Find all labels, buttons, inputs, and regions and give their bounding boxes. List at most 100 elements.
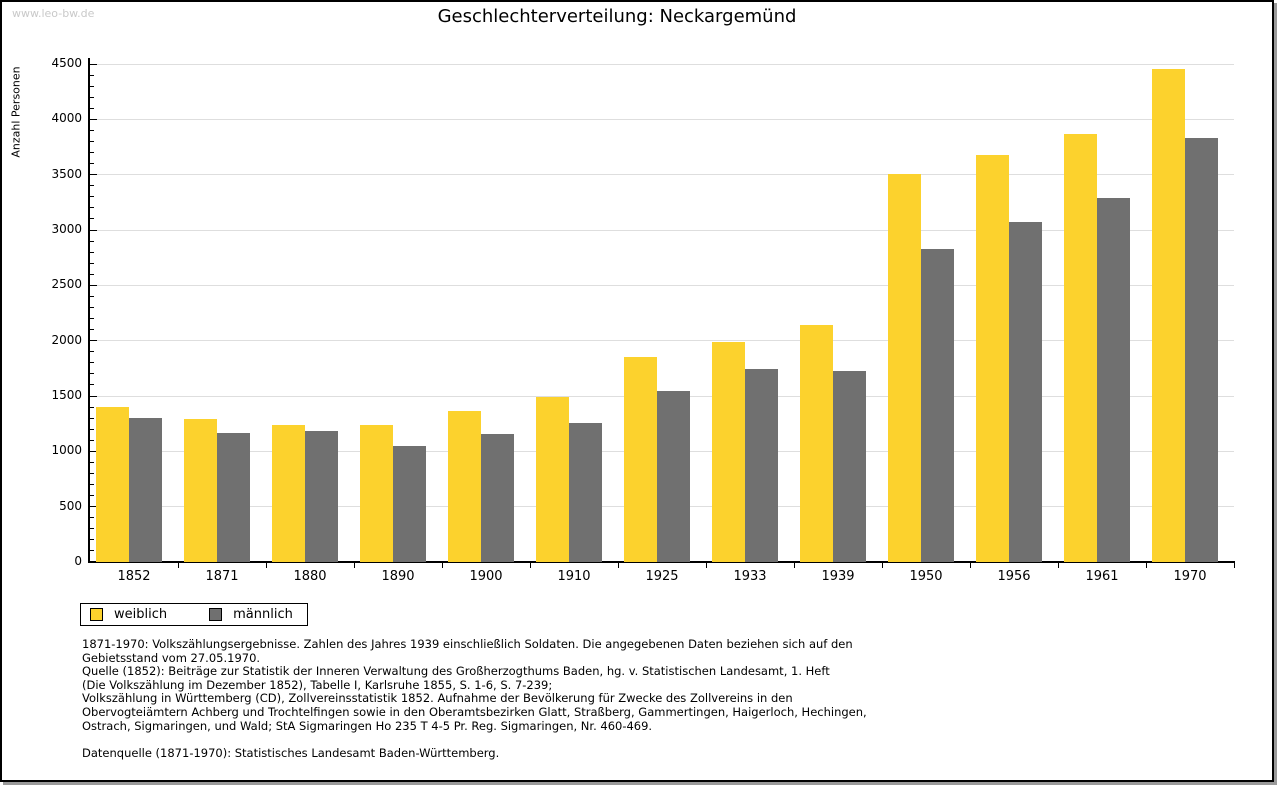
y-tick-label-3000: 3000 bbox=[51, 222, 82, 236]
bar-männlich-1961 bbox=[1097, 198, 1130, 562]
y-major-tick-3000 bbox=[90, 229, 97, 231]
footnote-line-7: Ostrach, Sigmaringen, und Wald; StA Sigm… bbox=[82, 718, 653, 733]
bar-weiblich-1950 bbox=[888, 173, 921, 562]
x-tick-label-1890: 1890 bbox=[381, 569, 415, 584]
x-tick-label-1956: 1956 bbox=[997, 569, 1031, 584]
bar-weiblich-1880 bbox=[272, 424, 305, 562]
bar-männlich-1880 bbox=[305, 430, 338, 562]
legend-swatch-weiblich bbox=[90, 608, 103, 621]
y-minor-tick-2700 bbox=[90, 262, 94, 264]
bar-männlich-1871 bbox=[217, 432, 250, 562]
y-minor-tick-600 bbox=[90, 495, 94, 497]
bar-weiblich-1900 bbox=[448, 410, 481, 562]
y-minor-tick-1300 bbox=[90, 417, 94, 419]
x-boundary-tick-7 bbox=[705, 563, 707, 568]
y-minor-tick-700 bbox=[90, 484, 94, 486]
footnote-line-2: Gebietsstand vom 27.05.1970. bbox=[82, 650, 261, 665]
bar-männlich-1950 bbox=[921, 249, 954, 562]
gridline-3500 bbox=[90, 174, 1234, 176]
x-boundary-tick-4 bbox=[441, 563, 443, 568]
x-tick-label-1871: 1871 bbox=[205, 569, 239, 584]
bar-weiblich-1852 bbox=[96, 407, 129, 562]
x-tick-label-1950: 1950 bbox=[909, 569, 943, 584]
bar-weiblich-1933 bbox=[712, 341, 745, 562]
x-boundary-tick-1 bbox=[177, 563, 179, 568]
y-minor-tick-3900 bbox=[90, 129, 94, 131]
y-minor-tick-2200 bbox=[90, 318, 94, 320]
x-boundary-tick-9 bbox=[881, 563, 883, 568]
y-major-tick-500 bbox=[90, 506, 97, 508]
gridline-4500 bbox=[90, 63, 1234, 65]
legend: weiblich männlich bbox=[80, 603, 308, 626]
x-axis-line bbox=[88, 561, 1235, 563]
y-minor-tick-1900 bbox=[90, 351, 94, 353]
bar-männlich-1956 bbox=[1009, 222, 1042, 562]
x-tick-label-1939: 1939 bbox=[821, 569, 855, 584]
y-minor-tick-2900 bbox=[90, 240, 94, 242]
y-minor-tick-1200 bbox=[90, 428, 94, 430]
y-major-tick-1000 bbox=[90, 450, 97, 452]
x-tick-label-1880: 1880 bbox=[293, 569, 327, 584]
y-minor-tick-2400 bbox=[90, 295, 94, 297]
y-minor-tick-1600 bbox=[90, 384, 94, 386]
y-major-tick-4000 bbox=[90, 118, 97, 120]
y-major-tick-4500 bbox=[90, 63, 97, 65]
y-tick-label-2500: 2500 bbox=[51, 277, 82, 292]
y-tick-label-500: 500 bbox=[59, 498, 82, 513]
bar-weiblich-1925 bbox=[624, 356, 657, 562]
x-tick-label-1961: 1961 bbox=[1085, 569, 1119, 584]
y-minor-tick-1400 bbox=[90, 406, 94, 408]
y-axis-label: Anzahl Personen bbox=[9, 66, 23, 158]
y-minor-tick-3700 bbox=[90, 152, 94, 154]
y-minor-tick-3300 bbox=[90, 196, 94, 198]
x-boundary-tick-12 bbox=[1145, 563, 1147, 568]
y-minor-tick-4100 bbox=[90, 107, 94, 109]
footnote-line-4: (Die Volkszählung im Dezember 1852), Tab… bbox=[82, 677, 553, 692]
x-boundary-tick-13 bbox=[1233, 563, 1235, 568]
y-tick-label-1500: 1500 bbox=[51, 388, 82, 402]
y-minor-tick-3800 bbox=[90, 140, 94, 142]
bar-weiblich-1871 bbox=[184, 418, 217, 562]
y-tick-label-2000: 2000 bbox=[51, 332, 82, 347]
y-minor-tick-2100 bbox=[90, 329, 94, 331]
y-minor-tick-2800 bbox=[90, 251, 94, 253]
x-tick-label-1933: 1933 bbox=[733, 569, 767, 584]
footnote-line-6: Obervogteiämtern Achberg und Trochtelfin… bbox=[82, 704, 867, 719]
y-minor-tick-400 bbox=[90, 517, 94, 519]
legend-swatch-männlich bbox=[209, 608, 223, 621]
bar-männlich-1910 bbox=[569, 423, 602, 562]
y-minor-tick-1700 bbox=[90, 373, 94, 375]
x-boundary-tick-5 bbox=[529, 563, 531, 568]
x-boundary-tick-2 bbox=[265, 563, 267, 568]
gridline-3000 bbox=[90, 229, 1234, 231]
y-tick-label-4000: 4000 bbox=[51, 111, 82, 126]
footnote-line-3: Quelle (1852): Beiträge zur Statistik de… bbox=[82, 664, 830, 679]
bar-männlich-1925 bbox=[657, 391, 690, 562]
watermark: www.leo-bw.de bbox=[12, 7, 95, 20]
y-minor-tick-1100 bbox=[90, 439, 94, 441]
y-tick-label-0: 0 bbox=[74, 554, 82, 568]
y-minor-tick-2300 bbox=[90, 306, 94, 308]
y-minor-tick-300 bbox=[90, 528, 94, 530]
y-major-tick-2500 bbox=[90, 284, 97, 286]
y-minor-tick-100 bbox=[90, 550, 94, 552]
bar-weiblich-1970 bbox=[1152, 68, 1185, 562]
legend-item-männlich: männlich bbox=[209, 607, 293, 622]
legend-label-weiblich: weiblich bbox=[114, 607, 168, 622]
bar-männlich-1933 bbox=[745, 369, 778, 562]
x-boundary-tick-11 bbox=[1057, 563, 1059, 568]
x-tick-label-1900: 1900 bbox=[469, 569, 503, 584]
y-minor-tick-3600 bbox=[90, 163, 94, 165]
plot-area bbox=[90, 63, 1234, 562]
bar-männlich-1900 bbox=[481, 433, 514, 562]
footnote-line-1: 1871-1970: Volkszählungsergebnisse. Zahl… bbox=[82, 637, 853, 651]
footnote-line-8 bbox=[82, 733, 867, 747]
legend-label-männlich: männlich bbox=[233, 607, 293, 622]
bar-männlich-1852 bbox=[129, 417, 162, 562]
legend-item-weiblich: weiblich bbox=[90, 607, 167, 622]
y-minor-tick-1800 bbox=[90, 362, 94, 364]
y-minor-tick-900 bbox=[90, 461, 94, 463]
x-boundary-tick-6 bbox=[617, 563, 619, 568]
x-tick-label-1910: 1910 bbox=[557, 569, 591, 584]
